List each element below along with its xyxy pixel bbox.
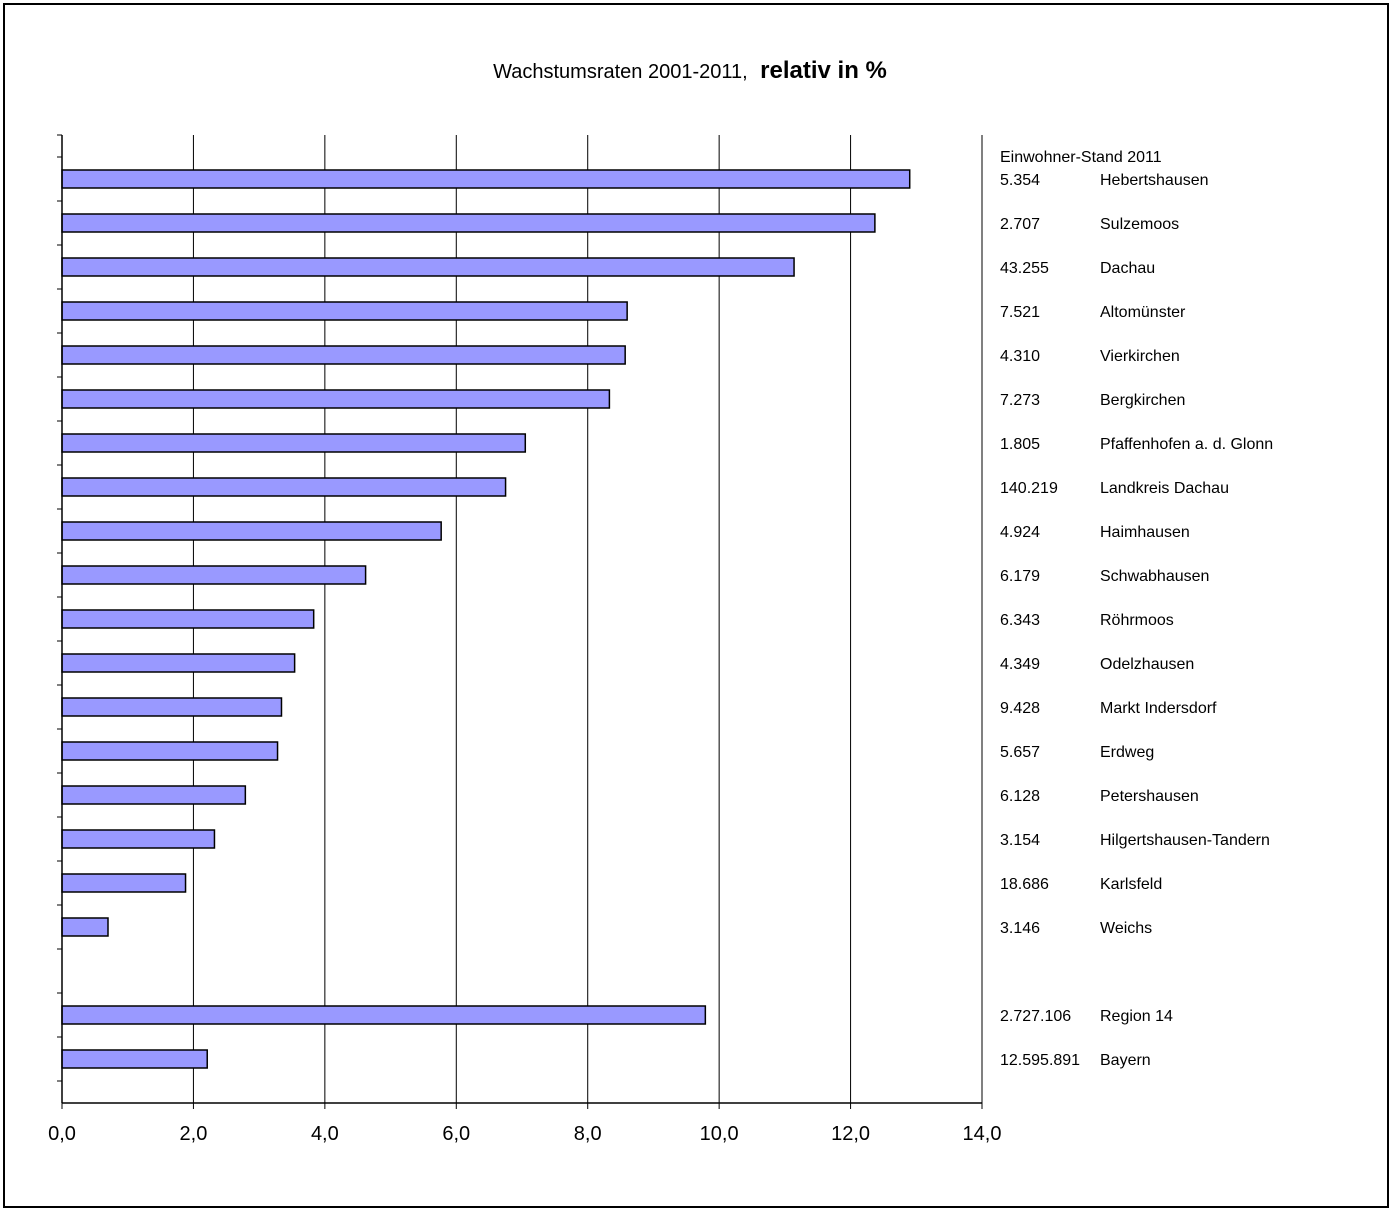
- population-label: 2.707: [1000, 216, 1040, 233]
- bar: [61, 873, 187, 893]
- region-name-label: Erdweg: [1100, 744, 1154, 761]
- bar: [61, 829, 216, 849]
- axes: [57, 134, 983, 1109]
- region-name-label: Röhrmoos: [1100, 612, 1174, 629]
- region-name-label: Hebertshausen: [1100, 172, 1209, 189]
- region-name-label: Pfaffenhofen a. d. Glonn: [1100, 436, 1273, 453]
- region-name-label: Petershausen: [1100, 788, 1199, 805]
- region-name-label: Haimhausen: [1100, 524, 1190, 541]
- x-tick-label: 14,0: [963, 1123, 1002, 1145]
- x-tick-label: 2,0: [180, 1123, 208, 1145]
- population-label: 4.310: [1000, 348, 1040, 365]
- bar: [61, 1005, 707, 1025]
- population-label: 6.343: [1000, 612, 1040, 629]
- population-label: 5.657: [1000, 744, 1040, 761]
- region-name-label: Hilgertshausen-Tandern: [1100, 832, 1270, 849]
- population-label: 6.179: [1000, 568, 1040, 585]
- x-tick-label: 12,0: [831, 1123, 870, 1145]
- region-name-label: Bergkirchen: [1100, 392, 1185, 409]
- x-tick-label: 6,0: [442, 1123, 470, 1145]
- population-label: 3.146: [1000, 920, 1040, 937]
- x-tick-label: 0,0: [48, 1123, 76, 1145]
- population-label: 12.595.891: [1000, 1052, 1080, 1069]
- gridlines: [192, 135, 983, 1103]
- bar: [61, 169, 911, 189]
- population-label: 7.273: [1000, 392, 1040, 409]
- population-label: 4.924: [1000, 524, 1040, 541]
- bar: [61, 213, 876, 233]
- bar: [61, 477, 507, 497]
- region-name-label: Weichs: [1100, 920, 1152, 937]
- population-label: 7.521: [1000, 304, 1040, 321]
- region-name-label: Markt Indersdorf: [1100, 700, 1217, 717]
- bar: [61, 741, 279, 761]
- bar: [61, 345, 626, 365]
- bar: [61, 697, 283, 717]
- population-label: 4.349: [1000, 656, 1040, 673]
- x-tick-label: 10,0: [700, 1123, 739, 1145]
- population-label: 6.128: [1000, 788, 1040, 805]
- population-label: 18.686: [1000, 876, 1049, 893]
- population-label: 43.255: [1000, 260, 1049, 277]
- bar: [61, 433, 527, 453]
- region-name-label: Sulzemoos: [1100, 216, 1179, 233]
- region-name-label: Schwabhausen: [1100, 568, 1209, 585]
- bar: [61, 521, 442, 541]
- population-label: 5.354: [1000, 172, 1040, 189]
- region-name-label: Landkreis Dachau: [1100, 480, 1229, 497]
- bar: [61, 301, 628, 321]
- population-header: Einwohner-Stand 2011: [1000, 149, 1162, 166]
- region-name-label: Vierkirchen: [1100, 348, 1180, 365]
- region-name-label: Odelzhausen: [1100, 656, 1194, 673]
- population-label: 2.727.106: [1000, 1008, 1071, 1025]
- bar: [61, 1049, 208, 1069]
- bars: [61, 169, 911, 1069]
- region-name-label: Karlsfeld: [1100, 876, 1162, 893]
- region-name-label: Dachau: [1100, 260, 1155, 277]
- bar: [61, 565, 367, 585]
- x-tick-label: 4,0: [311, 1123, 339, 1145]
- chart-title: Wachstumsraten 2001-2011, relativ in %: [493, 57, 887, 84]
- region-name-label: Bayern: [1100, 1052, 1151, 1069]
- bar: [61, 785, 247, 805]
- bar: [61, 917, 109, 937]
- bar: [61, 653, 296, 673]
- chart-title-bold: relativ in %: [760, 57, 887, 84]
- region-name-label: Altomünster: [1100, 304, 1186, 321]
- bar: [61, 389, 611, 409]
- population-label: 1.805: [1000, 436, 1040, 453]
- x-tick-labels: 0,0 2,0 4,0 6,0 8,0 10,0 12,0 14,0: [48, 1123, 1001, 1145]
- population-label: 9.428: [1000, 700, 1040, 717]
- chart-title-normal: Wachstumsraten 2001-2011,: [493, 61, 748, 83]
- row-labels: 5.354 Hebertshausen 2.707 Sulzemoos 43.255 Da…: [1000, 172, 1273, 1069]
- x-tick-label: 8,0: [574, 1123, 602, 1145]
- bar: [61, 257, 795, 277]
- population-label: 3.154: [1000, 832, 1040, 849]
- population-label: 140.219: [1000, 480, 1058, 497]
- bar: [61, 609, 315, 629]
- region-name-label: Region 14: [1100, 1008, 1173, 1025]
